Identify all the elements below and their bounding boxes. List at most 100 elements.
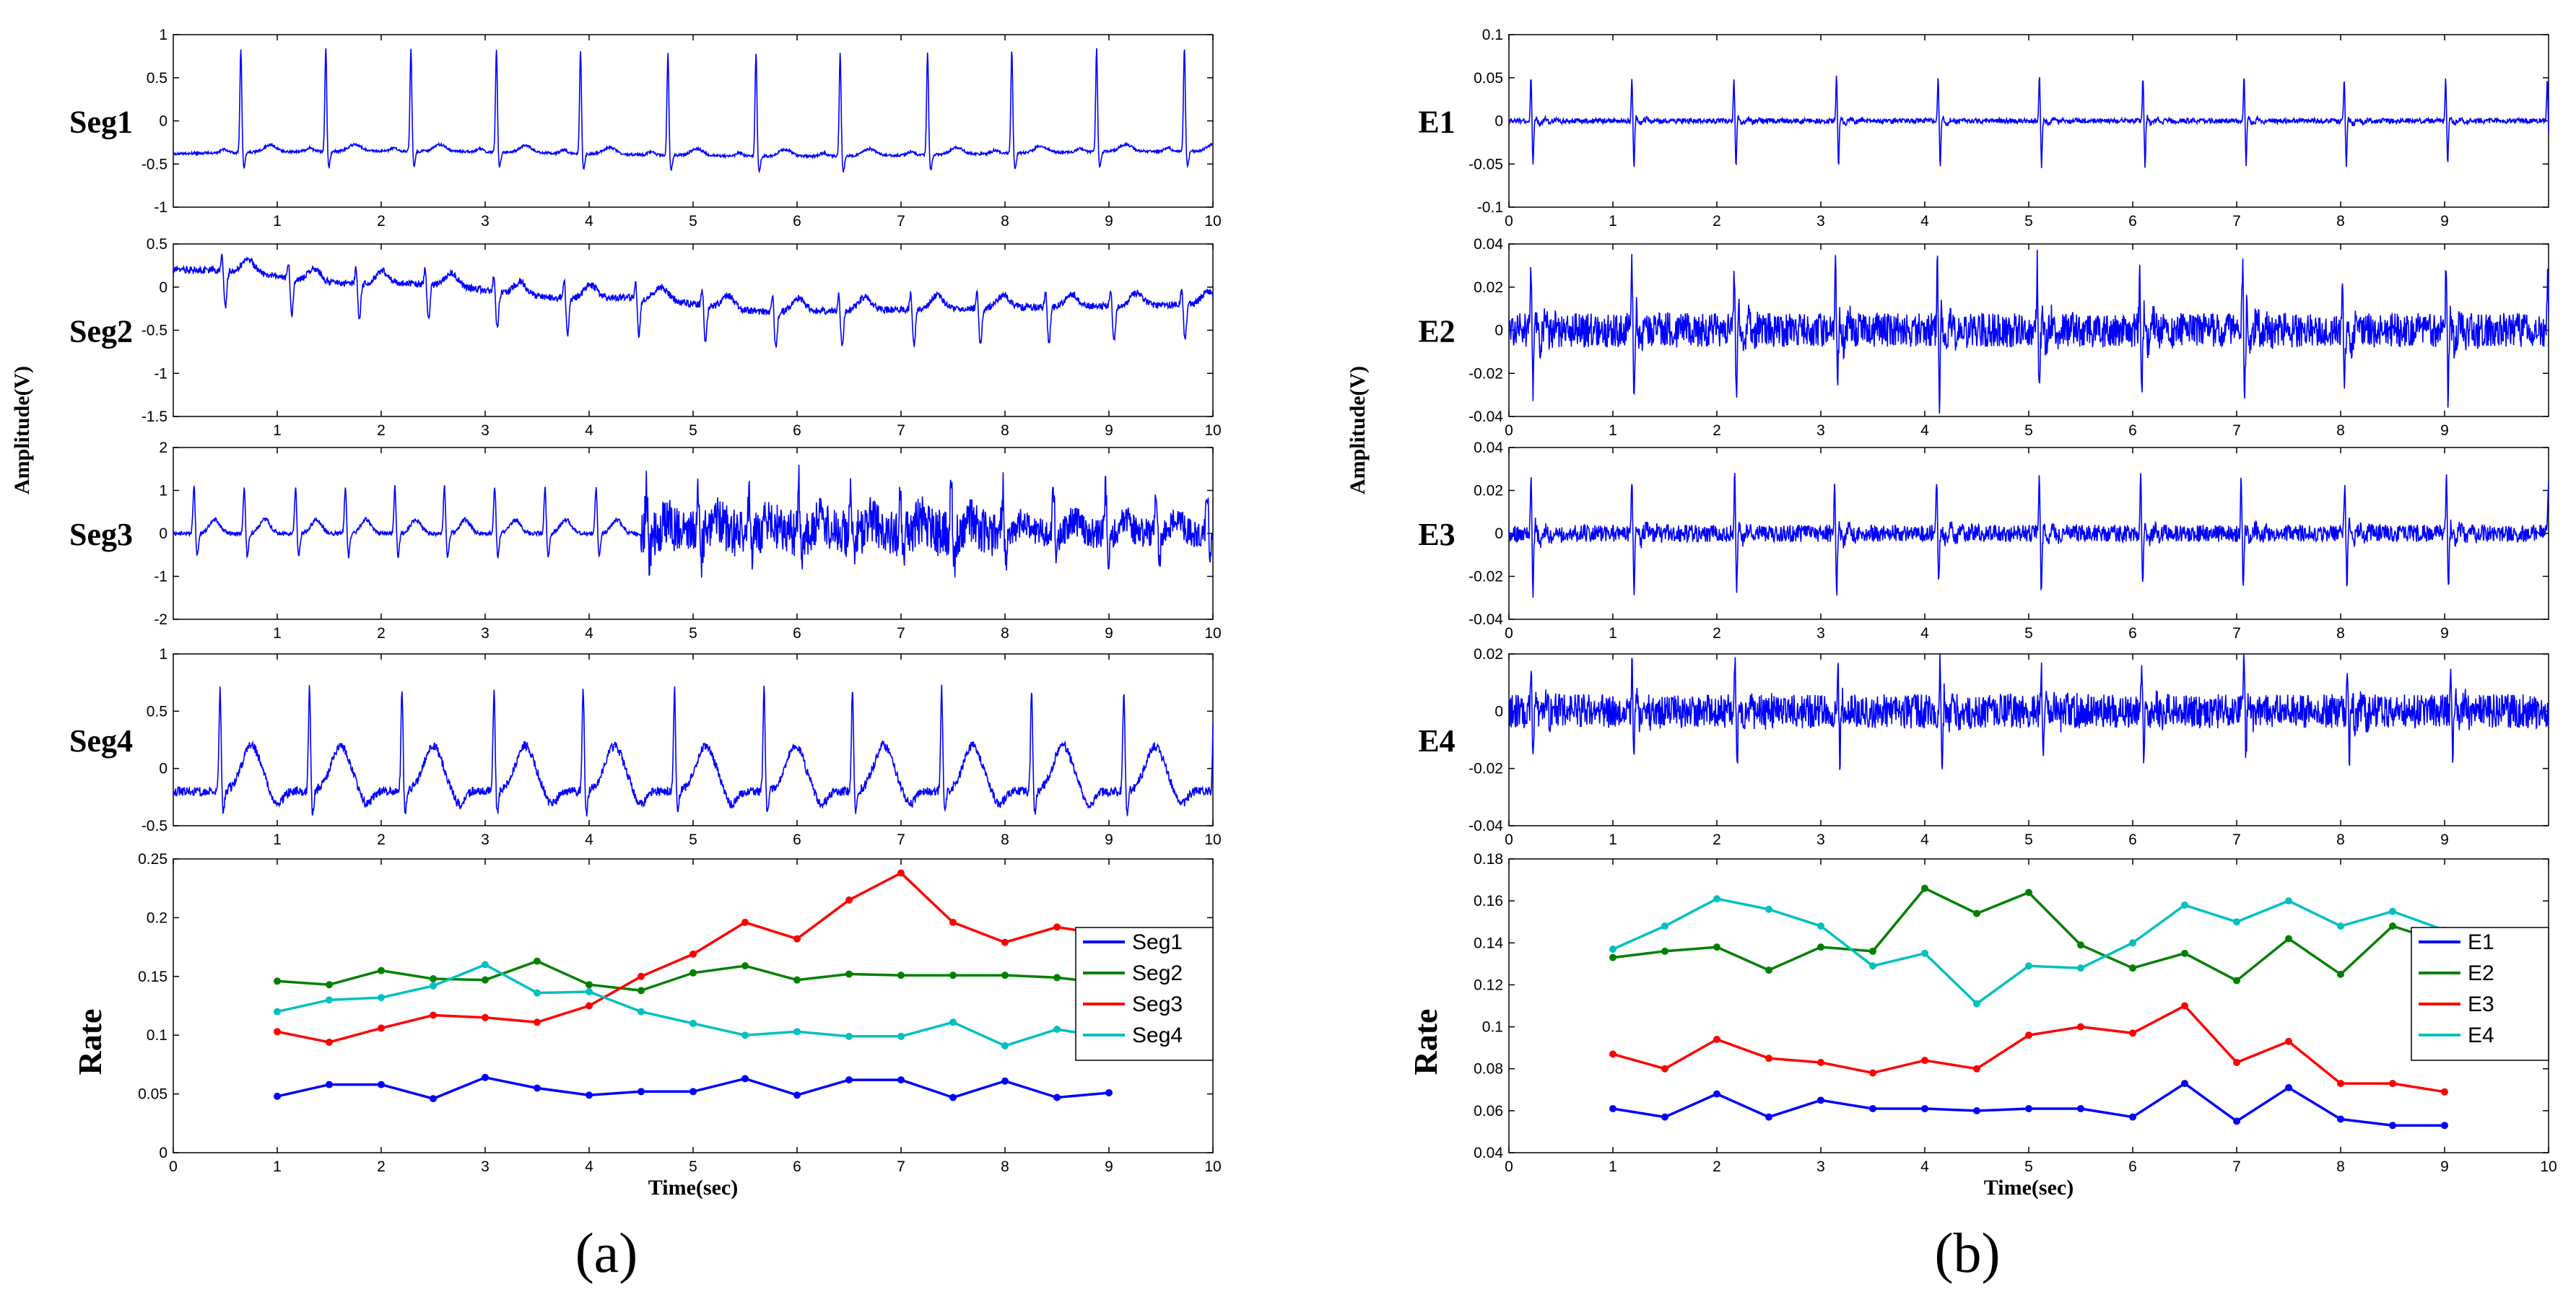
data-point-seg1: [534, 1084, 541, 1092]
signal-axes-e2: 0.040.020-0.02-0.040 1 2 3 4 5 6 7 8 9E2: [1418, 236, 2549, 439]
data-point-seg3: [378, 1024, 385, 1032]
rate-chart-b: 0.04 0.06 0.08 0.1 0.12 0.14 0.16 0.18 0 1 2 3 4 5 6 7 8…: [1407, 851, 2557, 1200]
data-point-seg4: [741, 1031, 749, 1039]
y-tick-label: -0.5: [142, 156, 167, 173]
y-tick-label: 0.08: [1474, 1061, 1503, 1078]
y-tick-label: 0: [1494, 525, 1503, 542]
data-point-e1: [1609, 1104, 1616, 1112]
data-point-seg4: [1001, 1042, 1009, 1049]
data-point-e4: [1765, 905, 1772, 913]
x-tick-label: 2: [1713, 1158, 1721, 1175]
x-tick-label: 3: [481, 422, 489, 439]
y-tick-label: 0.12: [1474, 977, 1503, 993]
y-tick-label: 0.5: [147, 70, 167, 87]
data-point-e4: [1713, 895, 1720, 903]
y-tick-label: 0: [159, 525, 167, 542]
y-tick-label: -2: [154, 611, 167, 628]
x-tick-label: 3: [1816, 625, 1825, 642]
data-point-e4: [2389, 907, 2396, 915]
y-axis-label-amplitude-a: Amplitude(V): [10, 366, 34, 494]
legend-box: [1075, 927, 1214, 1061]
data-point-seg4: [326, 996, 333, 1004]
data-point-e1: [2181, 1080, 2188, 1088]
data-point-seg2: [430, 975, 437, 983]
waveform-seg4: [173, 684, 1214, 817]
y-tick-label: 0: [159, 1145, 167, 1161]
waveform-e2: [1508, 249, 2549, 414]
data-point-e3: [1609, 1050, 1616, 1058]
x-tick-label: 3: [1816, 213, 1825, 230]
x-tick-label: 8: [1001, 831, 1009, 848]
x-tick-label: 6: [2128, 1158, 2137, 1175]
x-tick-label: 3: [1816, 422, 1825, 439]
waveform-e3: [1508, 473, 2549, 598]
data-point-e4: [2077, 964, 2084, 972]
y-tick-label: 0.25: [138, 851, 167, 868]
x-tick-label: 4: [1920, 1158, 1929, 1175]
x-tick-label: 10: [1204, 831, 1221, 848]
y-tick-label: -0.1: [1477, 199, 1503, 216]
waveform-seg1: [173, 48, 1214, 174]
data-point-seg4: [430, 982, 437, 990]
x-axis-label: Time(sec): [648, 1176, 738, 1200]
data-point-e2: [2389, 922, 2396, 930]
y-tick-label: -0.02: [1468, 365, 1503, 382]
x-tick-label: 5: [689, 625, 697, 642]
y-tick-label: -1: [154, 199, 167, 216]
x-tick-label: 2: [377, 625, 386, 642]
x-tick-label: 4: [1920, 831, 1929, 848]
y-tick-label: 0: [1494, 323, 1503, 339]
x-tick-label: 10: [1204, 213, 1221, 230]
x-tick-label: 5: [2024, 213, 2033, 230]
data-point-seg3: [689, 950, 697, 958]
signal-frame: [173, 34, 1214, 208]
data-point-seg3: [586, 1002, 593, 1010]
data-point-seg1: [897, 1076, 905, 1084]
data-point-e2: [1713, 943, 1720, 951]
x-tick-label: 6: [793, 831, 801, 848]
data-point-e3: [2389, 1080, 2396, 1088]
data-point-seg3: [793, 935, 801, 943]
data-point-seg3: [638, 972, 645, 980]
x-tick-label: 8: [2336, 1158, 2345, 1175]
data-point-seg4: [897, 1032, 905, 1040]
x-tick-label: 6: [793, 422, 801, 439]
signal-label-e1: E1: [1418, 105, 1455, 140]
x-tick-label: 8: [1001, 422, 1009, 439]
y-tick-label: 1: [159, 483, 167, 499]
x-tick-label: 6: [2128, 422, 2137, 439]
data-point-e2: [1609, 953, 1616, 961]
data-point-e1: [2129, 1113, 2136, 1121]
data-point-seg1: [949, 1094, 957, 1101]
y-tick-label: -0.04: [1468, 409, 1503, 425]
x-tick-label: 7: [897, 625, 905, 642]
y-tick-label: 0.02: [1474, 483, 1503, 499]
y-tick-label: 0.1: [1482, 27, 1503, 43]
x-tick-label: 0: [169, 1158, 178, 1175]
x-tick-label: 3: [1816, 1158, 1825, 1175]
x-tick-label: 9: [1105, 831, 1113, 848]
rate-chart-a: 00.050.10.150.20.250 1 2 3 4 5 6 7 8 9 10Seg1Seg2S…: [71, 851, 1222, 1200]
data-point-seg2: [586, 981, 593, 989]
y-tick-label: 0.1: [1482, 1019, 1503, 1036]
x-tick-label: 6: [793, 1158, 801, 1175]
x-tick-label: 1: [1609, 625, 1617, 642]
legend-label-e4: E4: [2468, 1023, 2494, 1047]
x-tick-label: 5: [2024, 422, 2033, 439]
data-point-e4: [2181, 901, 2188, 909]
x-tick-label: 5: [689, 831, 697, 848]
x-tick-label: 2: [1713, 625, 1721, 642]
data-point-seg2: [845, 970, 853, 978]
data-point-seg2: [534, 957, 541, 965]
data-point-seg4: [949, 1018, 957, 1026]
x-tick-label: 3: [481, 625, 489, 642]
x-tick-label: 9: [2440, 625, 2449, 642]
data-point-e3: [1921, 1057, 1928, 1065]
legend-label-seg1: Seg1: [1132, 930, 1183, 954]
x-tick-label: 4: [585, 422, 593, 439]
data-point-e1: [2025, 1104, 2032, 1112]
data-point-e1: [2441, 1122, 2448, 1130]
data-point-seg1: [793, 1091, 801, 1099]
data-point-seg1: [586, 1091, 593, 1099]
x-tick-label: 6: [2128, 625, 2137, 642]
